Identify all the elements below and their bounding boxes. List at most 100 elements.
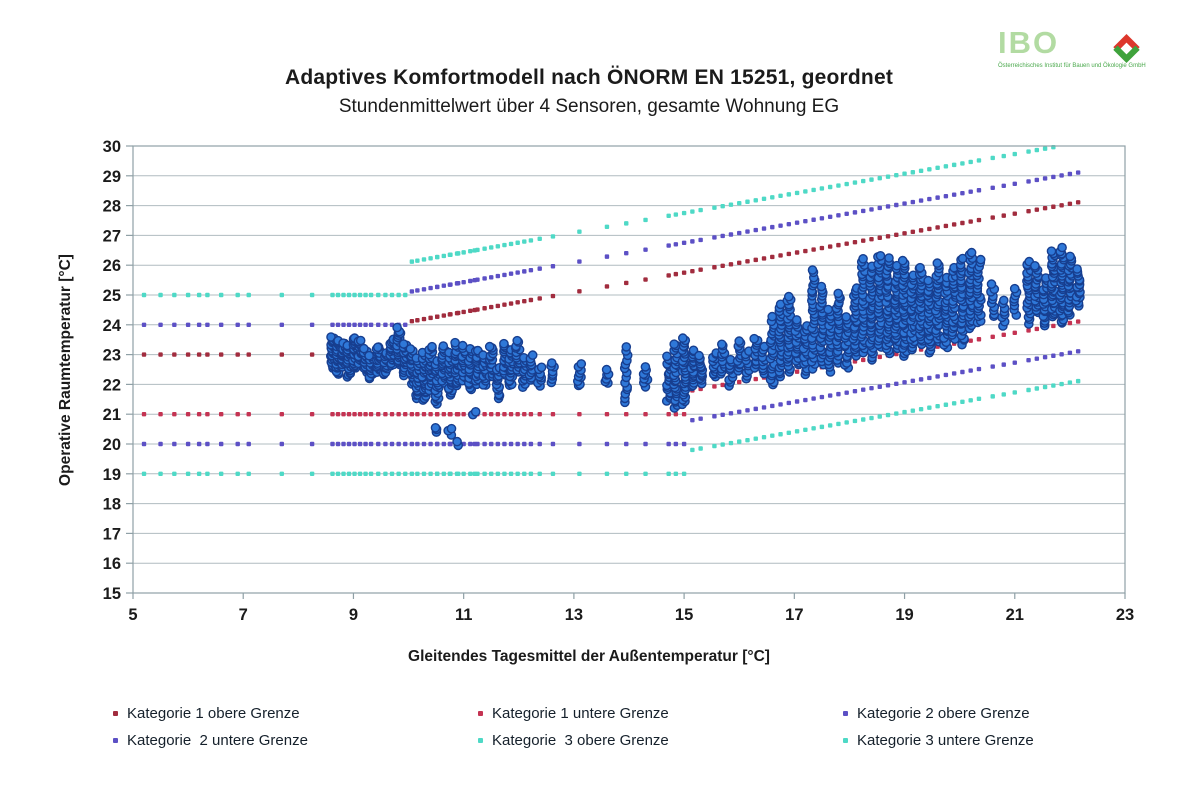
boundary-marker	[673, 441, 679, 447]
boundary-marker	[643, 277, 648, 282]
boundary-marker	[673, 412, 679, 417]
boundary-marker	[309, 322, 315, 327]
boundary-marker	[415, 318, 420, 323]
boundary-marker	[396, 412, 401, 417]
boundary-marker	[335, 441, 341, 447]
boundary-marker	[363, 471, 368, 476]
measurement-point	[669, 339, 680, 350]
boundary-marker	[158, 412, 163, 417]
measurement-point	[662, 351, 672, 362]
boundary-marker	[383, 412, 388, 417]
boundary-marker	[673, 212, 679, 217]
boundary-marker	[1042, 176, 1048, 181]
y-tick-label: 28	[103, 198, 121, 216]
boundary-marker	[205, 471, 210, 476]
boundary-marker	[528, 441, 534, 447]
boundary-marker	[475, 307, 480, 312]
y-tick-label: 18	[103, 496, 121, 514]
boundary-marker	[279, 292, 284, 298]
boundary-marker	[352, 471, 357, 476]
boundary-marker	[910, 199, 916, 205]
boundary-marker	[376, 441, 381, 447]
boundary-marker	[910, 378, 916, 384]
x-tick-label: 15	[675, 606, 693, 624]
boundary-marker	[877, 235, 882, 240]
boundary-marker	[1051, 174, 1056, 180]
boundary-marker	[522, 471, 527, 476]
boundary-marker	[218, 352, 224, 357]
y-tick-label: 17	[103, 525, 121, 543]
boundary-marker	[537, 296, 542, 301]
boundary-marker	[363, 441, 368, 447]
boundary-marker	[475, 247, 480, 253]
boundary-marker	[468, 249, 473, 254]
ibo-diamond-icon	[1113, 34, 1140, 63]
boundary-marker	[482, 246, 487, 251]
measurement-point	[932, 258, 943, 268]
legend-marker-icon	[113, 710, 118, 716]
boundary-marker	[495, 303, 501, 309]
boundary-marker	[935, 374, 940, 379]
boundary-marker	[435, 441, 440, 447]
boundary-marker	[827, 393, 833, 398]
boundary-marker	[482, 441, 487, 447]
measurement-point	[975, 254, 986, 265]
boundary-marker	[1059, 352, 1064, 357]
boundary-marker	[1012, 211, 1017, 216]
boundary-marker	[577, 259, 582, 264]
boundary-marker	[461, 250, 466, 255]
boundary-marker	[218, 471, 224, 476]
boundary-marker	[383, 292, 388, 298]
boundary-marker	[502, 242, 507, 248]
boundary-marker	[368, 322, 374, 327]
boundary-marker	[550, 412, 556, 417]
boundary-marker	[935, 404, 940, 409]
boundary-marker	[811, 426, 816, 431]
ibo-logo: IBO Österreichisches Institut für Bauen …	[998, 25, 1158, 84]
boundary-marker	[673, 242, 679, 247]
boundary-marker	[246, 322, 251, 327]
boundary-marker	[368, 441, 374, 447]
boundary-marker	[346, 292, 352, 298]
boundary-marker	[1059, 381, 1064, 387]
boundary-marker	[643, 247, 648, 252]
boundary-marker	[205, 322, 210, 327]
measurement-point	[923, 275, 934, 286]
measurement-point	[430, 422, 441, 433]
boundary-marker	[522, 441, 527, 447]
boundary-marker	[1067, 171, 1073, 177]
measurement-point	[767, 311, 778, 322]
boundary-marker	[528, 471, 534, 476]
boundary-marker	[235, 292, 240, 298]
boundary-marker	[643, 217, 648, 223]
boundary-marker	[515, 240, 520, 245]
boundary-marker	[728, 411, 734, 416]
boundary-marker	[172, 441, 177, 447]
boundary-marker	[577, 229, 582, 234]
boundary-marker	[861, 178, 866, 184]
boundary-marker	[489, 441, 494, 447]
boundary-marker	[894, 202, 899, 208]
measurement-point	[621, 342, 632, 352]
boundary-marker	[666, 441, 671, 447]
boundary-marker	[158, 471, 163, 476]
boundary-marker	[508, 241, 514, 247]
boundary-marker	[1034, 147, 1040, 153]
boundary-marker	[737, 201, 742, 206]
boundary-marker	[698, 267, 703, 272]
boundary-marker	[666, 412, 671, 417]
ibo-logo-text: IBO	[998, 25, 1060, 60]
boundary-marker	[778, 402, 783, 407]
boundary-marker	[515, 412, 520, 417]
boundary-marker	[968, 219, 973, 224]
boundary-marker	[720, 412, 725, 417]
measurement-point	[547, 358, 557, 368]
boundary-marker	[185, 412, 191, 417]
boundary-marker	[681, 412, 687, 417]
boundary-marker	[376, 412, 381, 417]
boundary-marker	[435, 471, 440, 476]
boundary-marker	[346, 412, 352, 417]
measurement-point	[915, 262, 925, 273]
boundary-marker	[218, 292, 224, 298]
boundary-marker	[435, 412, 440, 417]
